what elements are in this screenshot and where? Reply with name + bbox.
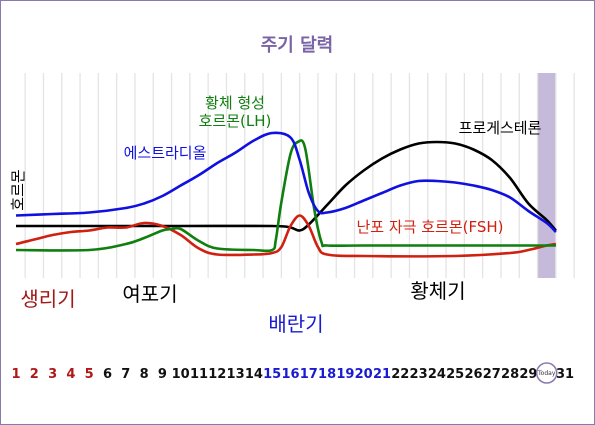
x-tick-label: 29 bbox=[519, 367, 537, 382]
today-marker bbox=[535, 362, 558, 384]
x-tick-label: 20 bbox=[355, 367, 373, 382]
x-tick-label: 14 bbox=[245, 367, 263, 382]
y-axis-label: 호르몬 bbox=[9, 169, 27, 210]
series-label-estradiol: 에스트라디올 bbox=[124, 144, 207, 162]
fsh-line bbox=[15, 214, 557, 258]
hormone-lines bbox=[15, 131, 557, 258]
grid-lines bbox=[24, 73, 575, 278]
x-tick-label: 27 bbox=[483, 367, 501, 382]
lh-line bbox=[15, 139, 556, 253]
x-tick-label: 17 bbox=[300, 367, 318, 382]
x-tick-label: 26 bbox=[464, 367, 482, 382]
phase-label-ovulation: 배란기 bbox=[268, 312, 323, 336]
estradiol-line bbox=[15, 131, 557, 233]
x-tick-label: 1 bbox=[11, 367, 20, 382]
phase-label-menstrual: 생리기 bbox=[20, 287, 75, 311]
series-label-progesterone: 프로게스테론 bbox=[459, 119, 542, 137]
series-label-lh-line1: 황체 형성 bbox=[205, 94, 265, 112]
phase-label-follicular: 여포기 bbox=[122, 282, 177, 306]
x-tick-label: 22 bbox=[391, 367, 409, 382]
x-tick-label: 4 bbox=[66, 367, 75, 382]
x-tick-label: 6 bbox=[103, 367, 112, 382]
x-tick-label: 7 bbox=[121, 367, 130, 382]
x-tick-label: 23 bbox=[410, 367, 428, 382]
x-tick-label: 9 bbox=[158, 367, 167, 382]
x-tick-label: 3 bbox=[48, 367, 57, 382]
x-tick-label: 25 bbox=[446, 367, 464, 382]
x-tick-label: 13 bbox=[227, 367, 245, 382]
x-tick-label: 24 bbox=[428, 367, 446, 382]
today-label: Today bbox=[537, 370, 556, 377]
x-tick-label: 8 bbox=[140, 367, 149, 382]
x-tick-label: 18 bbox=[318, 367, 336, 382]
phase-label-luteal: 황체기 bbox=[410, 279, 465, 303]
x-tick-label: 12 bbox=[208, 367, 226, 382]
x-tick-label: 15 bbox=[263, 367, 281, 382]
series-label-fsh: 난포 자극 호르몬(FSH) bbox=[356, 218, 503, 236]
x-tick-label: 2 bbox=[30, 367, 39, 382]
series-label-lh-line2: 호르몬(LH) bbox=[199, 112, 272, 130]
x-tick-label: 31 bbox=[556, 367, 574, 382]
x-tick-label: 5 bbox=[85, 367, 94, 382]
x-tick-label: 19 bbox=[336, 367, 354, 382]
x-axis-day-labels: 1 2 3 4 5 6 7 8 9 10 11 12 13 14 15 16 17 18 19 20 21 22 23 24 2… bbox=[11, 362, 574, 384]
chart-title: 주기 달력 bbox=[261, 35, 334, 56]
x-tick-label: 28 bbox=[501, 367, 519, 382]
x-tick-label: 16 bbox=[281, 367, 299, 382]
x-tick-label: 11 bbox=[190, 367, 208, 382]
x-tick-label: 10 bbox=[172, 367, 190, 382]
x-tick-label: 21 bbox=[373, 367, 391, 382]
progesterone-line bbox=[16, 140, 557, 232]
